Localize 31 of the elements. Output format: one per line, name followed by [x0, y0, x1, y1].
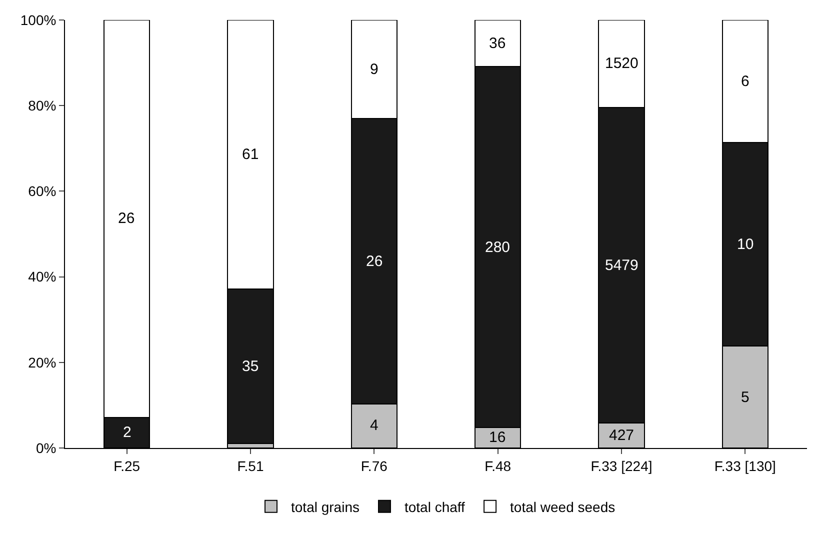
x-tick-label: F.25	[114, 458, 140, 474]
annotation: 35	[242, 358, 259, 375]
annotation: 2	[123, 424, 132, 441]
x-tick-label: F.51	[237, 458, 264, 474]
annotation: 5479	[605, 257, 638, 274]
annotation: 16	[489, 429, 506, 446]
y-tick-label: 60%	[28, 183, 56, 200]
y-tick-label: 80%	[28, 98, 56, 114]
y-tick-label: 20%	[28, 354, 56, 370]
y-tick-label: 0%	[36, 440, 56, 456]
y-tick-label: 40%	[28, 268, 56, 285]
y-tick-label: 100%	[20, 12, 56, 28]
annotation: 6	[741, 73, 750, 90]
annotation: 9	[370, 61, 378, 78]
legend-label: total chaff	[404, 498, 466, 515]
annotation: 1520	[605, 55, 638, 72]
annotation: 36	[489, 35, 506, 52]
annotation: 280	[485, 239, 510, 256]
annotation: 26	[118, 210, 135, 227]
annotation: 4	[370, 417, 378, 434]
annotation: 10	[737, 236, 754, 253]
annotation: 5	[741, 389, 750, 406]
legend-label: total weed seeds	[510, 498, 616, 515]
x-tick-label: F.33 [130]	[714, 458, 776, 474]
annotation: 61	[242, 146, 259, 163]
legend-label: total grains	[291, 498, 360, 515]
annotation: 26	[366, 253, 383, 270]
x-tick-label: F.33 [224]	[590, 458, 652, 474]
x-tick-label: F.48	[484, 458, 512, 474]
x-tick-label: F.76	[360, 458, 388, 474]
annotation: 427	[609, 427, 634, 444]
